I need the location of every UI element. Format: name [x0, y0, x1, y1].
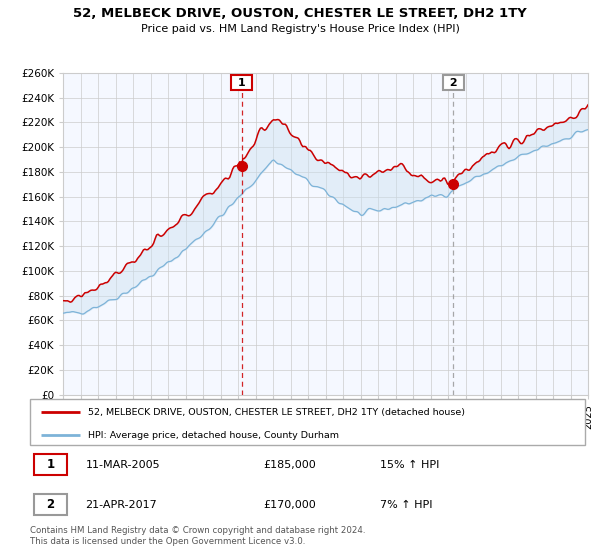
Text: £185,000: £185,000 [263, 460, 316, 470]
Text: Price paid vs. HM Land Registry's House Price Index (HPI): Price paid vs. HM Land Registry's House … [140, 24, 460, 34]
Text: 21-APR-2017: 21-APR-2017 [86, 500, 157, 510]
Text: 52, MELBECK DRIVE, OUSTON, CHESTER LE STREET, DH2 1TY: 52, MELBECK DRIVE, OUSTON, CHESTER LE ST… [73, 7, 527, 20]
Text: £170,000: £170,000 [263, 500, 316, 510]
Text: 52, MELBECK DRIVE, OUSTON, CHESTER LE STREET, DH2 1TY (detached house): 52, MELBECK DRIVE, OUSTON, CHESTER LE ST… [88, 408, 465, 417]
FancyBboxPatch shape [34, 454, 67, 475]
Text: 7% ↑ HPI: 7% ↑ HPI [380, 500, 432, 510]
Text: 11-MAR-2005: 11-MAR-2005 [86, 460, 160, 470]
Text: Contains HM Land Registry data © Crown copyright and database right 2024.
This d: Contains HM Land Registry data © Crown c… [30, 526, 365, 546]
Text: 2: 2 [46, 498, 55, 511]
FancyBboxPatch shape [30, 399, 585, 445]
Text: HPI: Average price, detached house, County Durham: HPI: Average price, detached house, Coun… [88, 431, 339, 440]
Text: 1: 1 [46, 458, 55, 471]
FancyBboxPatch shape [34, 494, 67, 515]
Text: 2: 2 [445, 78, 461, 87]
Text: 1: 1 [234, 78, 249, 87]
Text: 15% ↑ HPI: 15% ↑ HPI [380, 460, 439, 470]
